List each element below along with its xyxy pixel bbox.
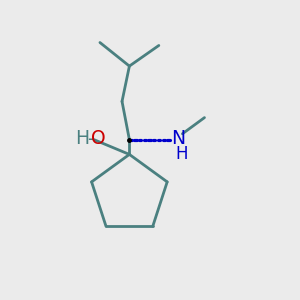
Text: H: H: [75, 129, 89, 148]
Text: -: -: [87, 130, 94, 148]
Text: O: O: [91, 129, 106, 148]
Text: H: H: [175, 145, 188, 163]
Text: N: N: [171, 129, 185, 148]
